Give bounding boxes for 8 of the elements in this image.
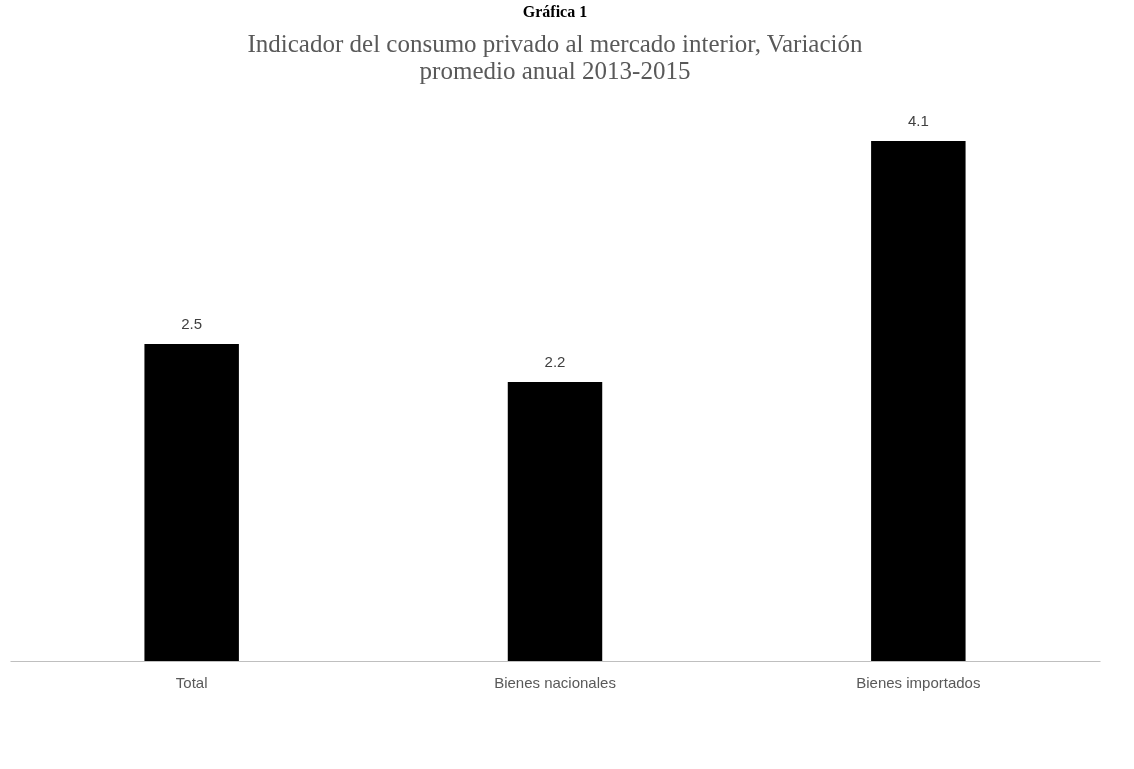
- data-label: 2.2: [544, 352, 566, 370]
- x-tick-label: Bienes importados: [856, 673, 981, 691]
- data-label: 4.1: [907, 112, 929, 129]
- chart-subtitle: Indicador del consumo privado al mercado interior, Variación promedio anual 2013-2015: [247, 30, 863, 84]
- data-label: 2.5: [181, 314, 203, 332]
- chart-title: Gráfica 1: [522, 3, 588, 20]
- x-tick-label: Bienes nacionales: [494, 673, 616, 691]
- x-tick-label: Total: [175, 673, 208, 691]
